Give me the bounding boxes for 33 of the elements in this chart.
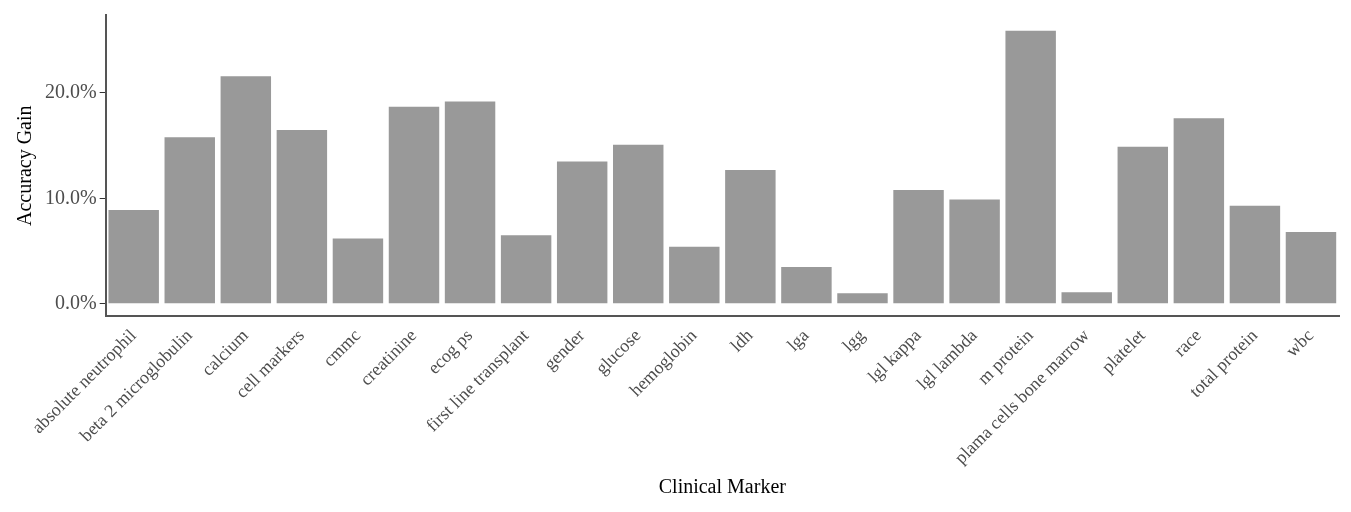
x-tick-label: race xyxy=(1169,325,1206,361)
x-tick-label: ldh xyxy=(726,325,757,356)
bar xyxy=(276,129,328,304)
bar xyxy=(893,189,944,304)
y-tick-label: 10.0% xyxy=(44,185,97,208)
bar xyxy=(220,76,272,304)
bar xyxy=(725,169,776,304)
x-axis-title: Clinical Marker xyxy=(658,475,787,498)
bar xyxy=(1005,30,1056,304)
bar xyxy=(164,137,215,304)
x-tick-label: lgg xyxy=(838,325,869,356)
bar xyxy=(332,238,384,304)
bar xyxy=(669,246,720,304)
bar xyxy=(837,293,888,304)
bar xyxy=(108,209,159,304)
bar xyxy=(444,101,496,304)
bar xyxy=(1285,232,1337,304)
bar xyxy=(1061,292,1112,304)
bar xyxy=(388,106,440,304)
x-tick-label: ecog ps xyxy=(423,325,477,378)
x-tick-label: lga xyxy=(782,325,813,355)
x-tick-label: wbc xyxy=(1281,325,1318,361)
bar xyxy=(556,161,608,304)
bar xyxy=(500,235,552,304)
bar xyxy=(1229,205,1281,304)
bar xyxy=(1117,146,1169,304)
y-tick-label: 20.0% xyxy=(44,80,97,103)
bar xyxy=(781,266,832,304)
bar xyxy=(949,199,1000,304)
y-axis-title: Accuracy Gain xyxy=(13,105,37,226)
bar xyxy=(1173,118,1225,304)
bar xyxy=(613,144,664,304)
y-tick-label: 0.0% xyxy=(54,291,97,314)
